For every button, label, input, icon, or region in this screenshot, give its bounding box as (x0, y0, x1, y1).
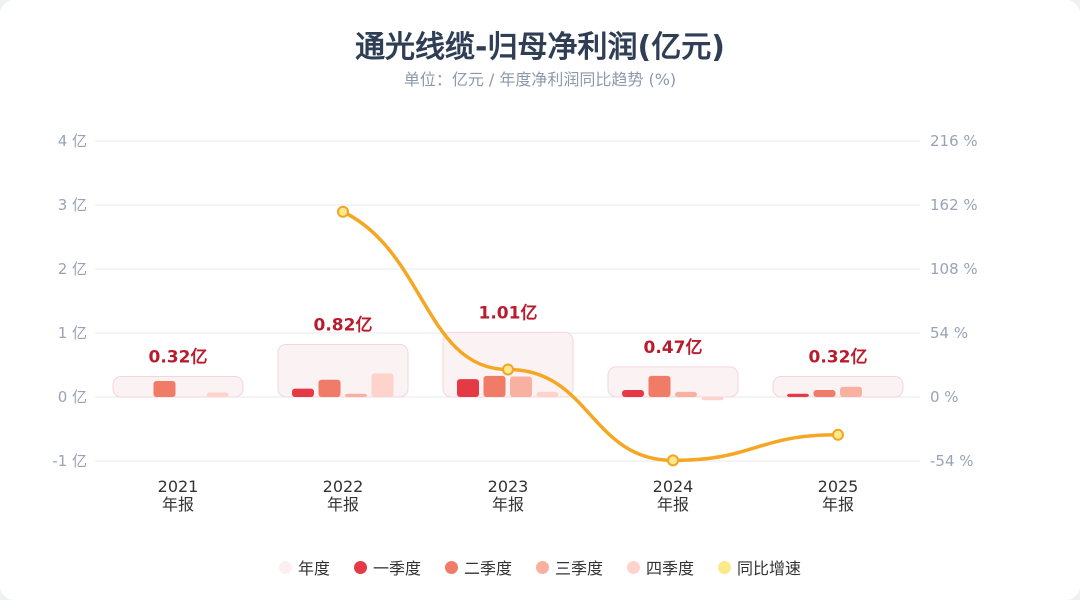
yoy-point (667, 454, 679, 467)
legend-label: 一季度 (372, 559, 421, 578)
quarter-bar (483, 375, 506, 397)
annual-label: 0.82亿 (314, 315, 373, 336)
y-tick-left: 0 亿 (58, 388, 87, 406)
yoy-point (502, 363, 514, 376)
yoy-line (342, 210, 839, 463)
y-tick-left: -1 亿 (52, 452, 87, 470)
y-tick-left: 3 亿 (58, 196, 87, 214)
legend-item[interactable]: 二季度 (444, 555, 512, 579)
quarter-bar (510, 376, 532, 397)
chart-title: 通光线缆-归母净利润(亿元) (355, 30, 725, 65)
quarter-bar (622, 389, 644, 397)
x-tick-sub: 年报 (492, 495, 524, 514)
legend-item[interactable]: 三季度 (536, 555, 603, 579)
annual-bar (772, 376, 904, 398)
yoy-point (832, 428, 844, 441)
quarter-bar (675, 391, 697, 397)
quarter-bar (648, 375, 671, 397)
annual-label: 0.32亿 (809, 347, 868, 368)
legend: 年度 一季度 二季度 三季度 四季度 同比增速 (0, 555, 1080, 579)
y-tick-left: 1 亿 (58, 324, 87, 342)
legend-swatch (444, 560, 458, 574)
x-tick-sub: 年报 (657, 495, 689, 514)
y-tick-right: 162 % (930, 196, 978, 214)
yoy-point (337, 205, 349, 218)
quarter-bar (787, 393, 809, 397)
y-tick-right: 216 % (930, 132, 978, 150)
legend-item[interactable]: 四季度 (627, 555, 694, 579)
legend-swatch (536, 560, 549, 574)
y-tick-right: 0 % (930, 388, 959, 406)
x-tick-sub: 年报 (822, 495, 854, 514)
legend-item[interactable]: 年度 (278, 555, 330, 579)
y-tick-left: 2 亿 (58, 260, 87, 278)
quarter-bar (371, 373, 394, 397)
legend-item[interactable]: 同比增速 (718, 555, 801, 579)
y-tick-right: 108 % (930, 260, 978, 278)
legend-label: 四季度 (646, 559, 695, 578)
annual-label: 1.01亿 (479, 302, 538, 323)
x-tick-label: 2022 (323, 477, 364, 496)
annual-label: 0.32亿 (149, 347, 208, 368)
legend-label: 年度 (297, 559, 330, 578)
legend-item[interactable]: 一季度 (353, 555, 421, 579)
quarter-bar (813, 389, 836, 397)
x-tick-sub: 年报 (327, 495, 359, 514)
x-tick-label: 2023 (488, 477, 529, 496)
quarter-bar (840, 386, 862, 397)
legend-label: 同比增速 (737, 559, 802, 578)
y-tick-left: 4 亿 (58, 132, 87, 150)
quarter-bar (206, 392, 229, 397)
x-tick-label: 2021 (158, 477, 199, 496)
legend-label: 三季度 (555, 559, 604, 578)
legend-swatch (278, 560, 292, 574)
chart-subtitle: 单位：亿元 / 年度净利润同比趋势 (%) (403, 70, 677, 89)
y-tick-right: -54 % (930, 452, 974, 470)
x-tick-label: 2024 (653, 477, 694, 496)
legend-label: 二季度 (463, 559, 512, 578)
x-tick-sub: 年报 (162, 495, 194, 514)
quarter-bar (536, 391, 559, 397)
quarter-bar (292, 388, 314, 397)
legend-swatch (353, 560, 367, 574)
legend-swatch (627, 560, 641, 574)
quarter-bar (153, 381, 176, 397)
quarter-bar (701, 397, 724, 401)
x-tick-label: 2025 (818, 477, 859, 496)
quarter-bar (318, 379, 341, 397)
annual-bar (607, 366, 739, 398)
y-tick-right: 54 % (930, 324, 968, 342)
quarter-bar (457, 379, 479, 397)
legend-swatch (718, 560, 732, 574)
quarter-bar (345, 393, 367, 397)
annual-label: 0.47亿 (644, 337, 703, 358)
annual-bar (112, 376, 244, 398)
